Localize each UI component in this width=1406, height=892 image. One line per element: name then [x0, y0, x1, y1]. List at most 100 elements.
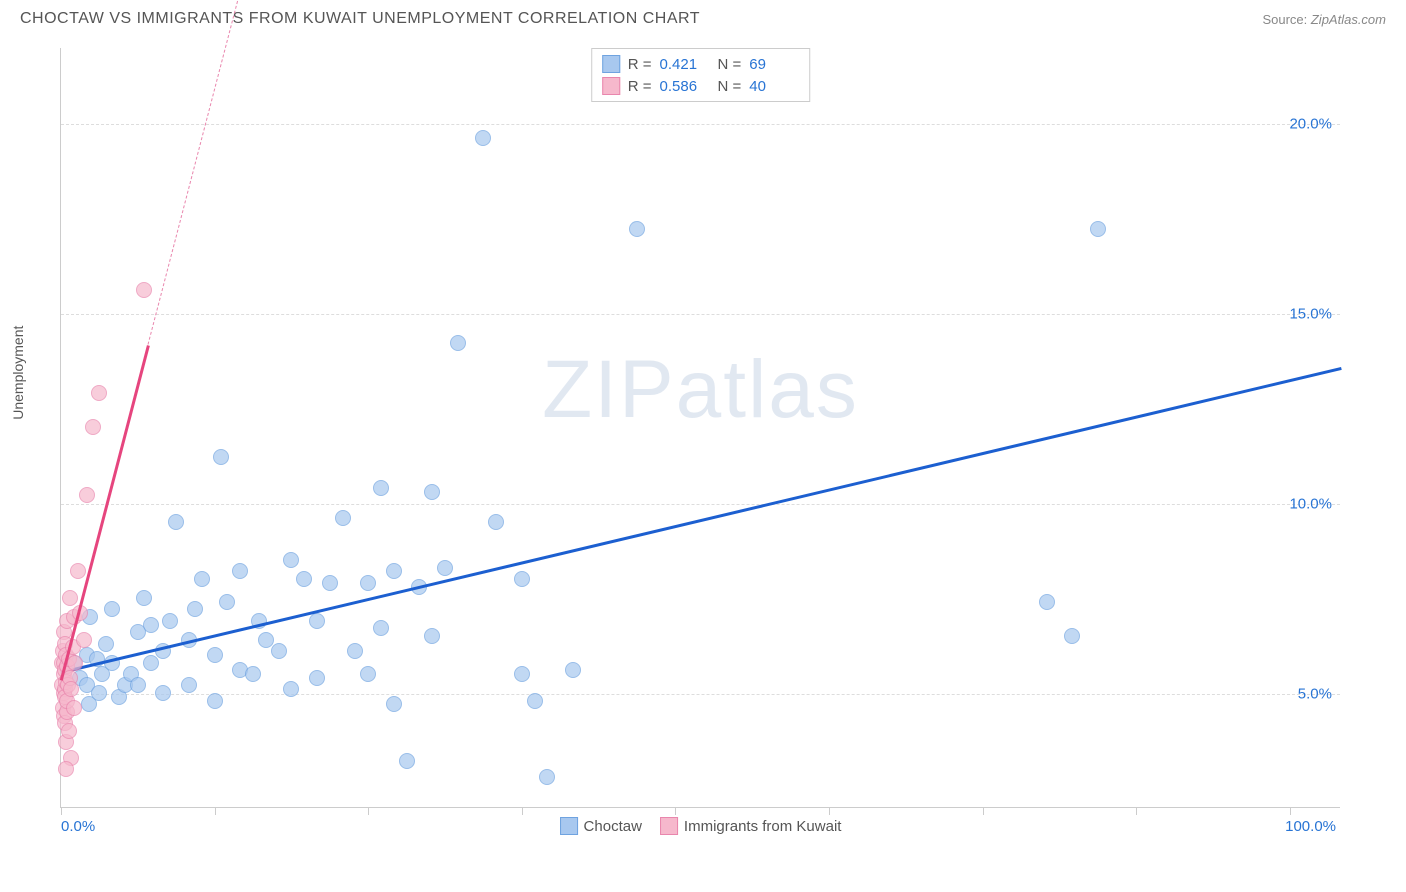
data-point	[296, 571, 312, 587]
data-point	[309, 613, 325, 629]
x-tick	[1290, 807, 1291, 815]
gridline	[61, 694, 1340, 695]
watermark: ZIPatlas	[542, 343, 859, 437]
y-tick-label: 10.0%	[1289, 496, 1332, 513]
data-point	[373, 480, 389, 496]
x-tick	[829, 807, 830, 815]
legend-correlation: R =0.421N =69R =0.586N =40	[591, 48, 811, 102]
r-label: R =	[628, 56, 652, 73]
legend-swatch	[602, 77, 620, 95]
source-value: ZipAtlas.com	[1311, 12, 1386, 27]
gridline	[61, 504, 1340, 505]
data-point	[1039, 594, 1055, 610]
trend-line	[148, 0, 241, 345]
data-point	[76, 632, 92, 648]
data-point	[539, 769, 555, 785]
data-point	[155, 685, 171, 701]
legend-item: Choctaw	[560, 817, 642, 835]
legend-swatch	[602, 55, 620, 73]
x-tick	[675, 807, 676, 815]
data-point	[424, 484, 440, 500]
x-tick-label: 100.0%	[1285, 818, 1336, 835]
data-point	[143, 617, 159, 633]
x-tick	[215, 807, 216, 815]
data-point	[219, 594, 235, 610]
data-point	[514, 571, 530, 587]
data-point	[629, 221, 645, 237]
watermark-part2: atlas	[676, 344, 859, 435]
legend-series: Choctaw Immigrants from Kuwait	[560, 817, 842, 835]
r-label: R =	[628, 78, 652, 95]
x-tick	[1136, 807, 1137, 815]
data-point	[399, 753, 415, 769]
data-point	[514, 666, 530, 682]
data-point	[91, 685, 107, 701]
data-point	[437, 560, 453, 576]
r-value: 0.586	[660, 78, 710, 95]
data-point	[450, 335, 466, 351]
watermark-part1: ZIP	[542, 344, 676, 435]
gridline	[61, 314, 1340, 315]
legend-row: R =0.421N =69	[602, 53, 800, 75]
data-point	[136, 590, 152, 606]
data-point	[207, 647, 223, 663]
legend-label: Immigrants from Kuwait	[684, 818, 842, 835]
legend-swatch	[560, 817, 578, 835]
data-point	[136, 282, 152, 298]
data-point	[360, 575, 376, 591]
data-point	[360, 666, 376, 682]
data-point	[347, 643, 363, 659]
data-point	[232, 563, 248, 579]
data-point	[213, 449, 229, 465]
chart-container: Unemployment ZIPatlas R =0.421N =69R =0.…	[20, 38, 1386, 858]
data-point	[488, 514, 504, 530]
data-point	[565, 662, 581, 678]
data-point	[1064, 628, 1080, 644]
data-point	[104, 601, 120, 617]
data-point	[322, 575, 338, 591]
source-label: Source:	[1262, 12, 1310, 27]
data-point	[168, 514, 184, 530]
data-point	[130, 677, 146, 693]
data-point	[98, 636, 114, 652]
x-tick	[983, 807, 984, 815]
data-point	[527, 693, 543, 709]
legend-swatch	[660, 817, 678, 835]
data-point	[1090, 221, 1106, 237]
data-point	[63, 681, 79, 697]
data-point	[194, 571, 210, 587]
data-point	[207, 693, 223, 709]
legend-item: Immigrants from Kuwait	[660, 817, 842, 835]
data-point	[475, 130, 491, 146]
data-point	[79, 487, 95, 503]
x-tick-label: 0.0%	[61, 818, 95, 835]
y-axis-label: Unemployment	[10, 326, 26, 420]
n-value: 69	[749, 56, 799, 73]
n-label: N =	[718, 78, 742, 95]
data-point	[143, 655, 159, 671]
x-tick	[61, 807, 62, 815]
data-point	[373, 620, 389, 636]
data-point	[283, 552, 299, 568]
y-tick-label: 15.0%	[1289, 306, 1332, 323]
data-point	[66, 700, 82, 716]
y-tick-label: 20.0%	[1289, 116, 1332, 133]
source-attribution: Source: ZipAtlas.com	[1262, 12, 1386, 27]
data-point	[283, 681, 299, 697]
chart-title: CHOCTAW VS IMMIGRANTS FROM KUWAIT UNEMPL…	[20, 10, 700, 28]
gridline	[61, 124, 1340, 125]
data-point	[386, 696, 402, 712]
data-point	[61, 723, 77, 739]
data-point	[67, 655, 83, 671]
r-value: 0.421	[660, 56, 710, 73]
y-tick-label: 5.0%	[1298, 686, 1332, 703]
data-point	[335, 510, 351, 526]
x-tick	[522, 807, 523, 815]
data-point	[386, 563, 402, 579]
legend-row: R =0.586N =40	[602, 75, 800, 97]
x-tick	[368, 807, 369, 815]
data-point	[70, 563, 86, 579]
data-point	[62, 590, 78, 606]
data-point	[424, 628, 440, 644]
data-point	[309, 670, 325, 686]
